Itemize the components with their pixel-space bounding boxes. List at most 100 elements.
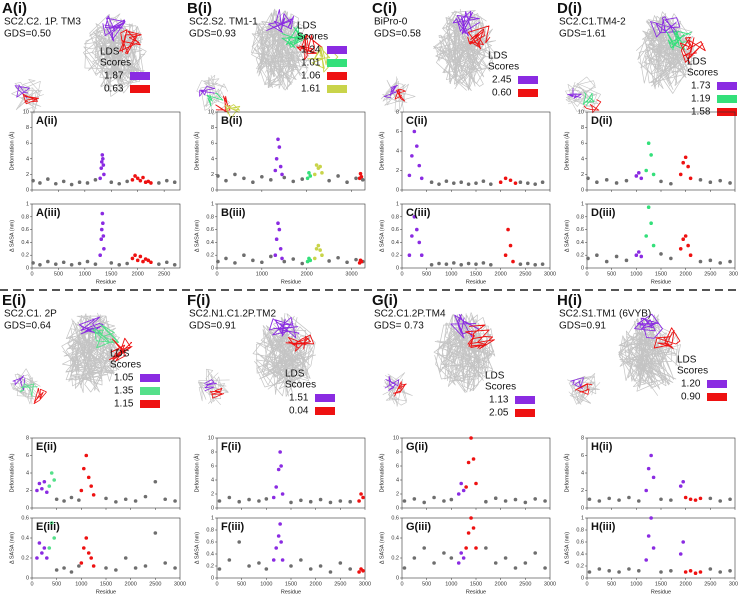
data-point (419, 176, 424, 181)
data-point (543, 499, 547, 503)
data-point (257, 499, 261, 503)
data-point (513, 497, 518, 502)
data-point (659, 252, 663, 256)
data-point (718, 499, 722, 503)
data-point (305, 176, 310, 181)
x-tick-label: 0 (585, 581, 588, 587)
data-point (540, 262, 545, 266)
data-point (513, 181, 518, 185)
data-point (40, 551, 44, 555)
data-point (109, 261, 114, 265)
lds-swatch (518, 76, 538, 84)
data-point (708, 180, 713, 184)
data-point (227, 495, 232, 500)
data-point (274, 237, 279, 241)
structure-ribbon (567, 88, 582, 99)
data-point (278, 450, 282, 454)
data-point (358, 171, 363, 176)
lds-swatch (140, 374, 160, 382)
data-point (101, 221, 105, 225)
data-point (299, 558, 303, 562)
structure-ribbon (204, 379, 217, 392)
panel-label: E(i) (2, 292, 26, 309)
data-point (233, 172, 237, 177)
structure-ribbon (19, 383, 38, 397)
lds-swatch (515, 409, 535, 417)
x-tick-label: 1500 (655, 581, 667, 587)
data-point (291, 179, 296, 184)
legend-heading: Scores (297, 32, 328, 43)
lds-swatch (707, 380, 727, 388)
plot-label: E(iii) (36, 521, 60, 533)
lds-swatch (130, 85, 150, 93)
data-point (474, 481, 478, 486)
y-tick-label: 0.2 (206, 253, 214, 259)
data-point (224, 178, 228, 183)
data-point (318, 248, 322, 252)
data-point (354, 257, 358, 262)
data-point (617, 570, 621, 574)
data-point (308, 567, 313, 571)
data-point (327, 178, 331, 183)
y-tick-label: 4 (581, 470, 584, 476)
data-point (163, 497, 167, 502)
legend-heading: Scores (110, 360, 141, 371)
y-axis-label: Deformation (Å) (378, 453, 385, 492)
data-point (279, 464, 283, 468)
legend-heading: LDS (488, 51, 508, 62)
x-tick-label: 2500 (334, 581, 346, 587)
data-point (114, 568, 118, 572)
y-tick-label: 0.6 (206, 227, 214, 233)
legend-heading: Scores (485, 382, 516, 393)
data-point (683, 155, 688, 160)
data-point (688, 569, 693, 573)
data-point (649, 453, 653, 458)
x-tick-label: 1500 (285, 581, 297, 587)
data-point (308, 499, 313, 504)
x-tick-label: 1500 (470, 271, 482, 277)
lds-swatch (130, 72, 150, 80)
x-tick-label: 2500 (704, 581, 716, 587)
data-point (269, 178, 273, 182)
data-point (143, 564, 148, 568)
data-point (498, 180, 503, 184)
data-point (437, 182, 441, 186)
data-point (595, 180, 599, 184)
y-tick-label: 8 (581, 125, 584, 131)
data-point (357, 570, 361, 574)
data-point (518, 262, 523, 266)
data-point (233, 261, 237, 265)
data-point (149, 260, 153, 265)
lds-score: 0.60 (492, 88, 512, 99)
panel-label: F(i) (187, 292, 210, 309)
data-point (276, 137, 280, 142)
data-point (415, 227, 419, 232)
y-tick-label: 8 (396, 449, 399, 455)
data-point (53, 181, 58, 186)
lds-swatch (140, 400, 160, 408)
data-point (305, 259, 310, 264)
data-point (224, 256, 228, 261)
y-tick-label: 4 (581, 156, 584, 162)
data-point (173, 499, 177, 503)
x-tick-label: 2500 (519, 271, 531, 277)
data-point (282, 175, 287, 180)
data-point (164, 260, 169, 265)
data-point (637, 171, 641, 175)
data-point (359, 174, 364, 179)
legend-heading: Scores (488, 62, 519, 73)
y-tick-label: 0.4 (576, 551, 584, 557)
data-point (260, 174, 264, 179)
data-point (681, 237, 685, 241)
data-point (449, 497, 454, 502)
data-point (47, 484, 52, 488)
x-tick-label: 1500 (470, 581, 482, 587)
x-tick-label: 2500 (704, 271, 716, 277)
plot-label: B(ii) (221, 115, 243, 127)
lds-swatch (717, 82, 737, 90)
x-axis-label: Residue (281, 589, 301, 595)
data-point (481, 179, 486, 184)
y-tick-label: 6 (581, 453, 584, 459)
y-tick-label: 4 (211, 477, 214, 483)
x-tick-label: 2000 (132, 271, 144, 277)
